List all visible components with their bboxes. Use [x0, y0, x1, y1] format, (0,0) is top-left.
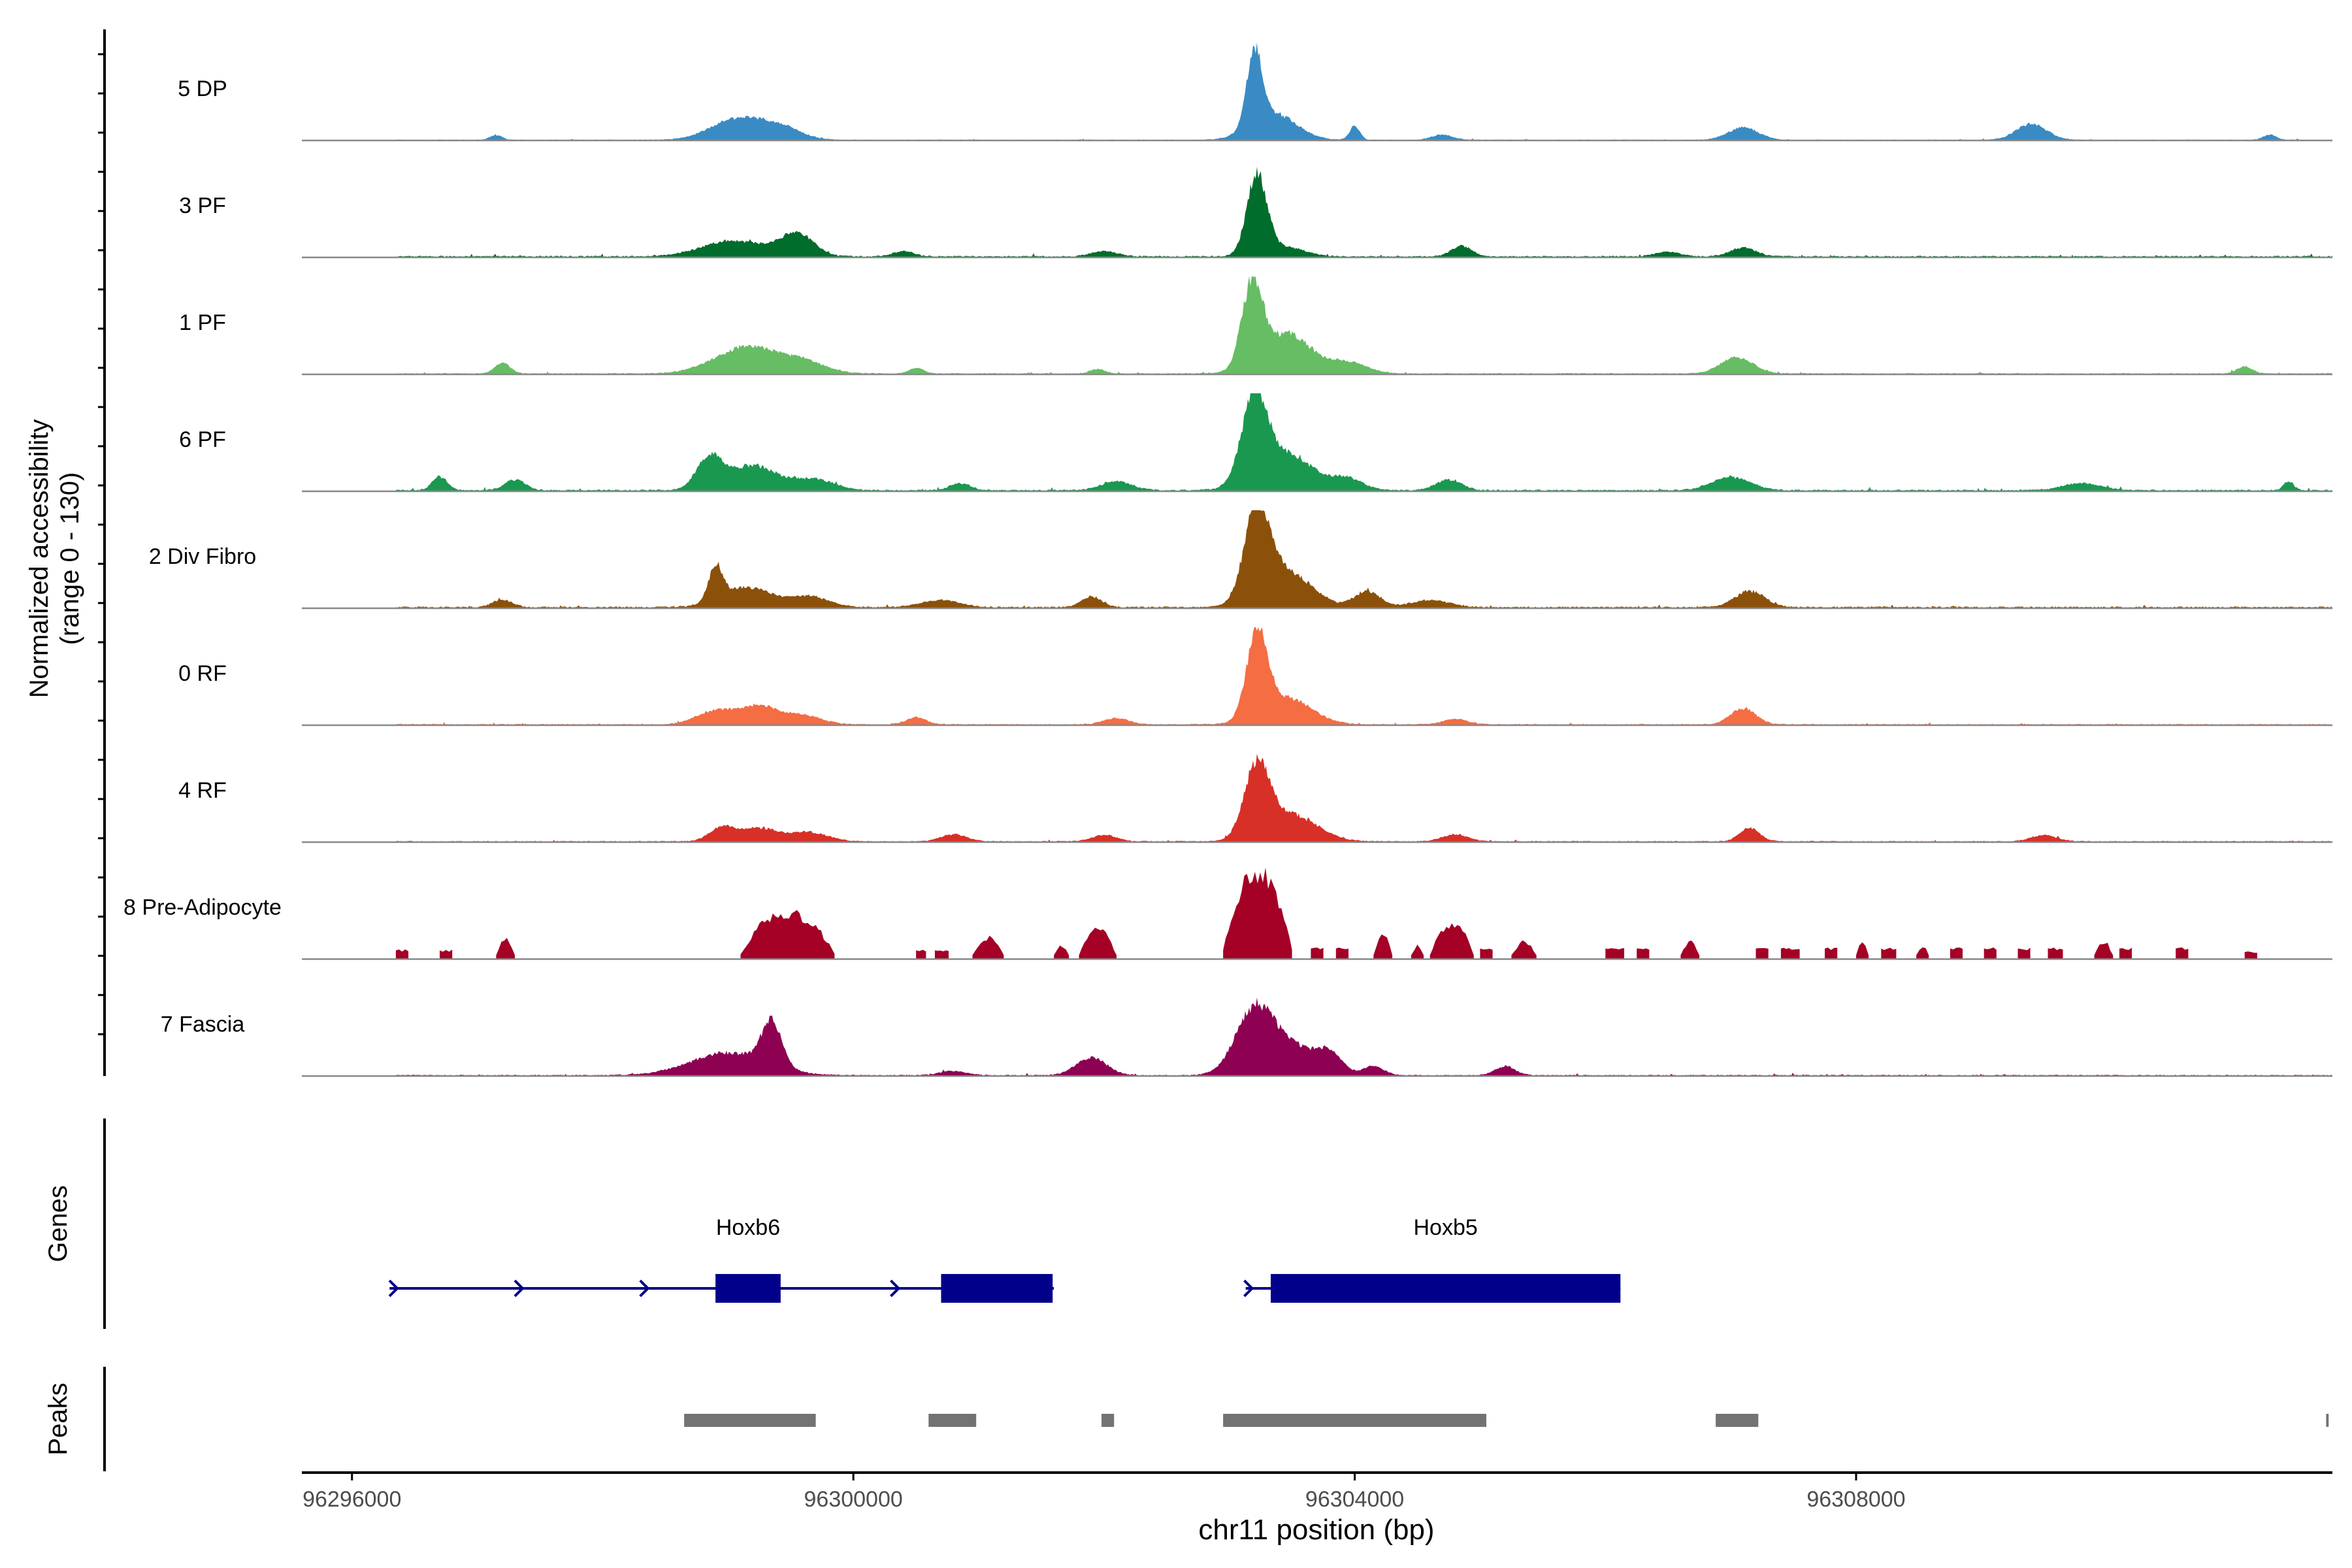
track-label: 4 RF [178, 778, 227, 803]
track-0-rf: 0 RF [178, 627, 2333, 727]
accessibility-island [1223, 867, 1292, 959]
track-label: 6 PF [179, 427, 226, 452]
accessibility-island [496, 938, 515, 959]
strand-arrow-icon [1243, 1279, 1254, 1298]
peaks-track [684, 1414, 2329, 1427]
accessibility-island [1881, 947, 1897, 959]
track-1-pf: 1 PF [179, 276, 2333, 376]
accessibility-island [2176, 947, 2189, 959]
peak-region [928, 1414, 977, 1427]
accessibility-island [1856, 942, 1869, 959]
gene-exon [715, 1274, 781, 1303]
accessibility-island [1637, 948, 1650, 959]
gene-exon [941, 1274, 1053, 1303]
accessibility-island [1780, 947, 1800, 959]
coverage-tracks: 5 DP 3 PF 1 PF 6 PF 2 Div Fibro 0 RF 4 RF 8 Pre… [123, 42, 2333, 1077]
track-5-dp: 5 DP [178, 42, 2333, 142]
accessibility-island [1079, 928, 1117, 959]
track-3-pf: 3 PF [179, 167, 2333, 259]
track-8-pre-adipocyte: 8 Pre-Adipocyte [123, 867, 2332, 960]
peak-region [684, 1414, 816, 1427]
genes-track: Hoxb6 Hoxb5 [388, 1215, 1621, 1303]
accessibility-island [2119, 947, 2132, 959]
track-2-div-fibro: 2 Div Fibro [149, 510, 2333, 610]
accessibility-island [1916, 947, 1929, 959]
track-label: 3 PF [179, 193, 226, 218]
accessibility-island [1605, 948, 1624, 959]
track-label: 8 Pre-Adipocyte [123, 895, 282, 920]
peaks-panel-label: Peaks [44, 1382, 73, 1455]
track-4-rf: 4 RF [178, 753, 2333, 843]
gene-name-label: Hoxb5 [1414, 1215, 1478, 1240]
x-tick-label: 96296000 [302, 1487, 401, 1512]
gene-hoxb6: Hoxb6 [388, 1215, 1054, 1303]
accessibility-island [1429, 923, 1474, 959]
track-label: 5 DP [178, 76, 227, 101]
accessibility-island [1825, 947, 1838, 959]
y-axis [98, 29, 106, 1076]
accessibility-island [1984, 947, 1997, 959]
strand-arrow-icon [890, 1279, 901, 1298]
x-axis: 96296000 96300000 96304000 96308000 [302, 1471, 2332, 1512]
x-tick-label: 96300000 [804, 1487, 903, 1512]
accessibility-island [1950, 947, 1963, 959]
accessibility-island [2048, 947, 2063, 959]
track-7-fascia: 7 Fascia [161, 997, 2333, 1077]
accessibility-island [1756, 948, 1769, 959]
genes-panel-label: Genes [44, 1185, 73, 1262]
accessibility-island [2244, 951, 2257, 959]
accessibility-island [395, 949, 409, 959]
strand-arrow-icon [639, 1279, 650, 1298]
accessibility-island [1680, 940, 1700, 959]
track-6-pf: 6 PF [179, 393, 2333, 493]
accessibility-island [1511, 940, 1537, 959]
accessibility-island [1054, 945, 1070, 959]
accessibility-island [916, 949, 926, 959]
accessibility-island [1311, 947, 1324, 959]
accessibility-island [440, 949, 453, 959]
accessibility-island [740, 909, 835, 959]
y-axis-label-line2: (range 0 - 130) [56, 472, 84, 645]
accessibility-island [934, 950, 949, 959]
gene-exon [1271, 1274, 1621, 1303]
accessibility-island [1411, 944, 1424, 959]
y-axis-label-line1: Normalized accessibility [25, 419, 54, 698]
accessibility-island [1335, 947, 1348, 959]
accessibility-island [2094, 943, 2114, 959]
track-label: 7 Fascia [161, 1012, 245, 1037]
peak-region [1716, 1414, 1759, 1427]
x-axis-label: chr11 position (bp) [1198, 1514, 1434, 1546]
accessibility-island [2017, 947, 2031, 959]
strand-arrow-icon [514, 1279, 525, 1298]
accessibility-island [1480, 948, 1493, 959]
accessibility-island [1373, 934, 1393, 959]
peak-region [2326, 1414, 2329, 1427]
strand-arrow-icon [388, 1279, 399, 1298]
gene-name-label: Hoxb6 [716, 1215, 780, 1240]
track-label: 0 RF [178, 661, 227, 686]
accessibility-island [972, 936, 1004, 959]
gene-hoxb5: Hoxb5 [1243, 1215, 1621, 1303]
track-label: 2 Div Fibro [149, 544, 256, 569]
peak-region [1223, 1414, 1486, 1427]
x-tick-label: 96308000 [1806, 1487, 1905, 1512]
track-label: 1 PF [179, 310, 226, 335]
x-tick-label: 96304000 [1305, 1487, 1404, 1512]
peak-region [1102, 1414, 1115, 1427]
